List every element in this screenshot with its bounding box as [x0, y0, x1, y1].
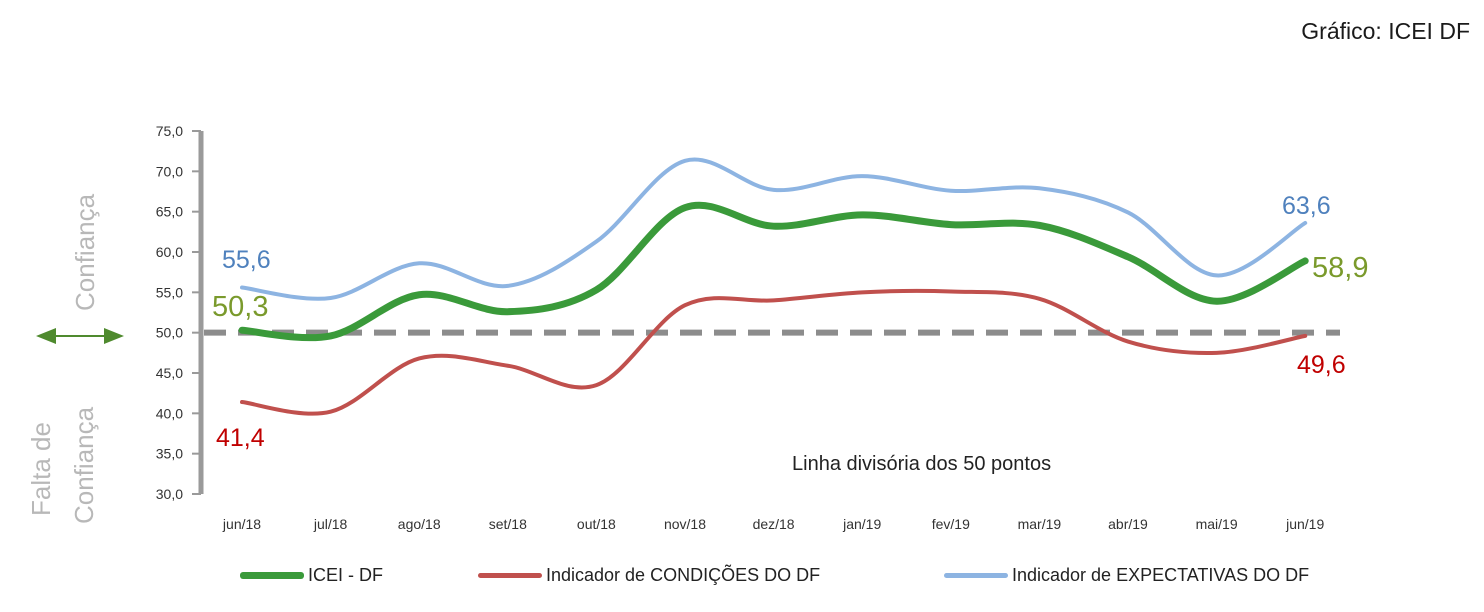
- y-tick-label: 75,0: [156, 123, 183, 139]
- side-label-falta-de: Falta de: [26, 422, 56, 516]
- series-condicoes-data-label: 49,6: [1297, 351, 1346, 379]
- legend-swatch-icei: [240, 571, 304, 579]
- x-tick-label: jun/19: [1285, 516, 1324, 532]
- legend-swatch-expectativas: [944, 572, 1008, 578]
- x-tick-label: mai/19: [1196, 516, 1238, 532]
- side-label-confianca-lower: Confiança: [69, 406, 99, 524]
- side-label-confianca: Confiança: [70, 193, 100, 311]
- legend-item-condicoes: Indicador de CONDIÇÕES DO DF: [478, 560, 820, 590]
- legend-label-condicoes: Indicador de CONDIÇÕES DO DF: [546, 564, 821, 585]
- x-tick-label: jul/18: [313, 516, 348, 532]
- x-tick-label: jun/18: [222, 516, 261, 532]
- legend-item-icei: ICEI - DF: [240, 560, 383, 590]
- double-arrow-left-head: [36, 328, 56, 344]
- x-tick-label: fev/19: [932, 516, 970, 532]
- y-tick-label: 35,0: [156, 446, 183, 462]
- x-tick-label: set/18: [489, 516, 527, 532]
- y-tick-label: 40,0: [156, 405, 183, 421]
- y-tick-label: 50,0: [156, 325, 183, 341]
- y-tick-label: 65,0: [156, 204, 183, 220]
- series-condicoes-line: [240, 288, 1308, 416]
- y-tick-label: 60,0: [156, 244, 183, 260]
- legend-item-expectativas: Indicador de EXPECTATIVAS DO DF: [944, 560, 1309, 590]
- legend-label-icei: ICEI - DF: [308, 564, 383, 585]
- series-icei-data-label: 50,3: [212, 291, 268, 323]
- chart-canvas: 30,0 35,0 40,0 45,0 50,0 55,0 60,0 65,0 70,0 75,0…: [26, 123, 1368, 532]
- x-tick-label: nov/18: [664, 516, 706, 532]
- double-arrow-right-head: [104, 328, 124, 344]
- series-expectativas-data-label: 55,6: [222, 246, 271, 274]
- series-icei-data-label: 58,9: [1312, 252, 1368, 284]
- y-tick-label: 70,0: [156, 163, 183, 179]
- y-tick-label: 45,0: [156, 365, 183, 381]
- series-condicoes-data-label: 41,4: [216, 424, 265, 452]
- x-tick-label: mar/19: [1018, 516, 1062, 532]
- x-tick-label: dez/18: [753, 516, 795, 532]
- y-tick-label: 55,0: [156, 284, 183, 300]
- x-tick-label: ago/18: [398, 516, 441, 532]
- legend-swatch-condicoes: [478, 572, 542, 578]
- x-tick-label: abr/19: [1108, 516, 1148, 532]
- legend: ICEI - DF Indicador de CONDIÇÕES DO DF I…: [0, 560, 1484, 590]
- chart-title: Gráfico: ICEI DF: [1301, 18, 1470, 44]
- series-expectativas-data-label: 63,6: [1282, 192, 1331, 220]
- y-tick-label: 30,0: [156, 486, 183, 502]
- reference-line-label: Linha divisória dos 50 pontos: [792, 453, 1051, 475]
- x-tick-label: out/18: [577, 516, 616, 532]
- series-expectativas-line: [240, 157, 1308, 301]
- x-tick-label: jan/19: [842, 516, 881, 532]
- series-icei-line: [238, 201, 1309, 342]
- legend-label-expectativas: Indicador de EXPECTATIVAS DO DF: [1012, 564, 1310, 585]
